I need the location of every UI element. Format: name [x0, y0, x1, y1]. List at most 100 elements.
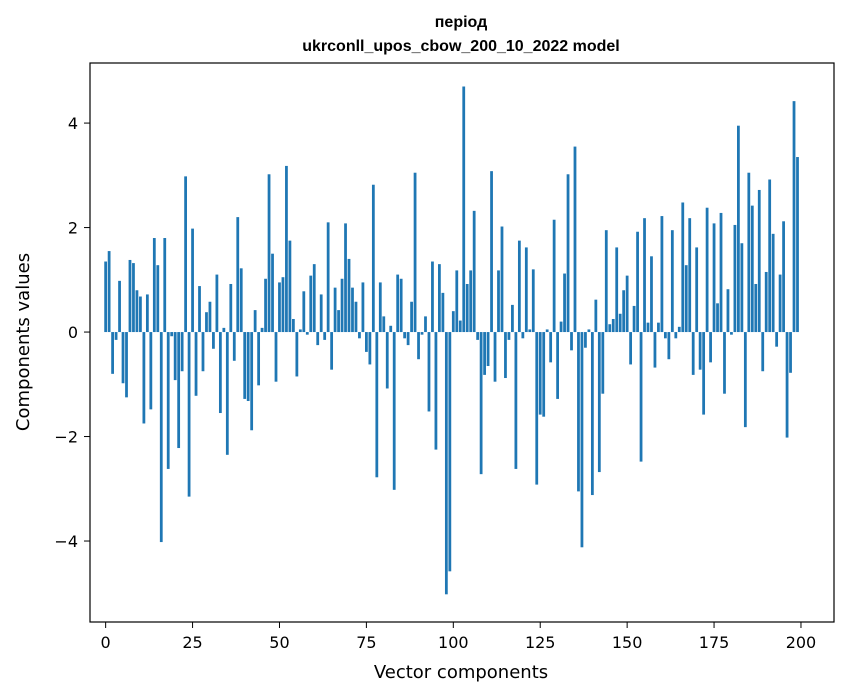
bar [705, 207, 709, 333]
x-tick-label: 200 [786, 633, 817, 652]
bar [267, 174, 271, 333]
bar [483, 332, 486, 375]
bar [239, 268, 243, 333]
bar [785, 332, 789, 438]
bar [761, 332, 765, 372]
bar [298, 329, 302, 333]
bar [702, 332, 706, 415]
bar [663, 332, 667, 339]
bar [375, 332, 379, 478]
bar [316, 332, 320, 346]
bar [382, 316, 386, 333]
bar [511, 304, 514, 333]
bar [187, 332, 191, 497]
bar [608, 324, 612, 333]
bar [125, 332, 128, 398]
bar [486, 332, 490, 367]
bar [792, 101, 796, 333]
bar [323, 332, 327, 340]
bar [351, 287, 354, 333]
x-tick-label: 50 [269, 633, 289, 652]
bar [288, 240, 292, 333]
bar [677, 326, 681, 333]
bar [653, 332, 657, 368]
bar [514, 332, 518, 469]
bar [674, 332, 678, 339]
bar [660, 216, 664, 333]
bar [302, 291, 306, 333]
bar [205, 312, 208, 333]
bar [754, 283, 758, 333]
bar [504, 332, 507, 379]
bar [545, 329, 549, 333]
bar [531, 269, 535, 333]
bar [208, 301, 212, 333]
x-tick-label: 25 [182, 633, 202, 652]
bar [698, 332, 702, 370]
bar [796, 157, 799, 333]
bar [524, 247, 528, 333]
bar [191, 228, 194, 333]
bar [135, 290, 139, 333]
bar [371, 184, 375, 333]
bar [500, 226, 504, 333]
bar [385, 332, 389, 389]
bar [629, 332, 633, 365]
bar [309, 275, 313, 333]
bar [271, 253, 274, 333]
bar [733, 224, 737, 333]
bar [528, 329, 532, 333]
bar [166, 332, 170, 469]
bar [114, 332, 118, 340]
bar [472, 210, 476, 333]
bar [330, 332, 334, 370]
bar [406, 332, 410, 346]
bar [716, 303, 719, 333]
bar [778, 274, 782, 333]
bar [563, 273, 566, 333]
bar [542, 332, 546, 417]
x-tick-label: 100 [438, 633, 469, 652]
bar [260, 327, 264, 333]
bar [246, 332, 250, 402]
bar [111, 332, 114, 374]
bar [212, 332, 215, 349]
x-axis-label: Vector components [374, 662, 548, 683]
bar [684, 265, 688, 333]
bar [789, 332, 792, 373]
bar [538, 332, 542, 415]
bar [517, 240, 521, 333]
bar [601, 332, 605, 394]
bar [465, 283, 469, 333]
bar [590, 332, 594, 496]
bar [274, 332, 278, 382]
bar [455, 270, 459, 333]
bar [438, 264, 441, 333]
bar [757, 189, 761, 333]
plot-area-frame [89, 62, 835, 623]
bar [427, 332, 431, 412]
bar [156, 265, 160, 333]
bar [173, 332, 177, 381]
bar [559, 321, 563, 333]
bar [535, 332, 539, 485]
bar [358, 332, 361, 339]
y-tick-label: −2 [54, 428, 78, 447]
bar [312, 264, 316, 333]
bar [305, 332, 309, 335]
bar [319, 294, 323, 333]
bar [750, 205, 754, 333]
bar [719, 212, 723, 333]
bar [434, 332, 438, 450]
chart-title-line2: ukrconll_upos_cbow_200_10_2022 model [302, 38, 619, 55]
bar [584, 332, 587, 348]
bar [556, 332, 559, 399]
bar [743, 332, 747, 428]
bar [709, 332, 712, 363]
bar [782, 221, 785, 333]
y-tick-label: 2 [68, 219, 78, 238]
bar [691, 332, 695, 375]
bar [639, 332, 643, 462]
